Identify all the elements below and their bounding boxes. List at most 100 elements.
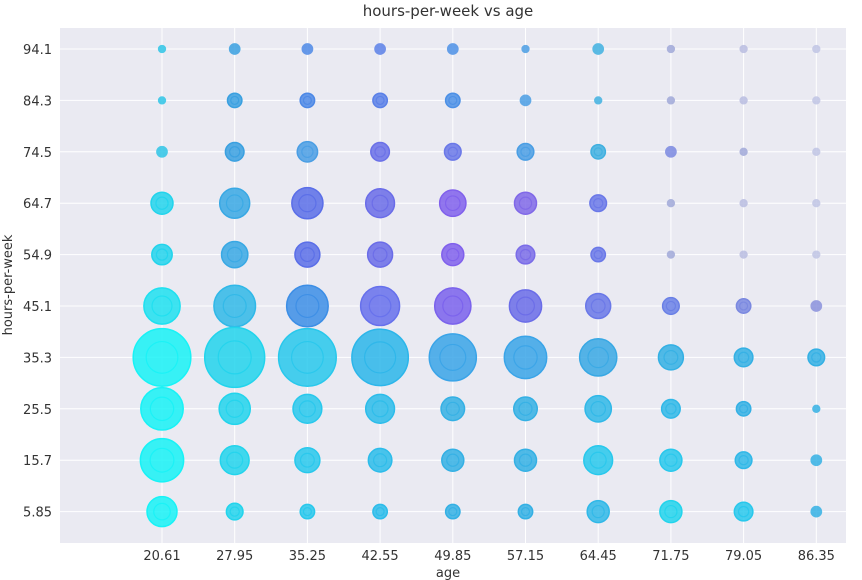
bubble-inner-ring bbox=[593, 147, 603, 157]
x-tick-label: 79.05 bbox=[725, 549, 762, 564]
bubble-inner-ring bbox=[375, 507, 385, 517]
bubble-point bbox=[370, 141, 391, 162]
bubble-point bbox=[157, 96, 167, 105]
bubbles bbox=[132, 43, 826, 528]
bubble-point bbox=[139, 437, 185, 483]
bubble-inner-ring bbox=[739, 301, 749, 311]
bubble-point bbox=[440, 396, 466, 422]
bubble-inner-ring bbox=[593, 198, 604, 209]
bubble-point bbox=[512, 396, 539, 422]
bubble-point bbox=[150, 191, 174, 215]
y-tick-label: 25.5 bbox=[23, 403, 52, 418]
bubble-point bbox=[433, 287, 472, 325]
bubble-point bbox=[213, 284, 257, 328]
bubble-inner-ring bbox=[737, 351, 750, 364]
bubble-point bbox=[589, 194, 608, 213]
bubble-point bbox=[444, 503, 461, 520]
x-tick-label: 57.15 bbox=[507, 549, 544, 564]
bubble-point bbox=[225, 502, 244, 521]
bubble-inner-ring bbox=[664, 453, 678, 467]
bubble-point bbox=[359, 285, 401, 327]
bubble-point bbox=[666, 44, 676, 54]
bubble-point bbox=[140, 386, 184, 431]
bubble-point bbox=[277, 327, 337, 387]
bubble-point bbox=[812, 250, 821, 259]
x-tick-labels: 20.61 27.95 35.25 42.55 49.85 57.15 64.45 71.75… bbox=[143, 549, 835, 564]
bubble-inner-ring bbox=[444, 195, 461, 212]
bubble-inner-ring bbox=[225, 399, 244, 418]
bubble-inner-ring bbox=[149, 396, 175, 422]
bubble-point bbox=[364, 188, 396, 219]
bubble-point bbox=[132, 327, 192, 387]
bubble-inner-ring bbox=[302, 95, 312, 105]
bubble-inner-ring bbox=[155, 248, 169, 261]
bubble-inner-ring bbox=[363, 341, 397, 374]
bubble-inner-ring bbox=[520, 507, 531, 517]
bubble-point bbox=[660, 398, 681, 419]
bubble-point bbox=[156, 145, 168, 158]
bubble-inner-ring bbox=[446, 453, 460, 467]
bubble-point bbox=[218, 392, 252, 426]
bubble-inner-ring bbox=[373, 453, 388, 468]
bubble-point bbox=[441, 448, 465, 472]
bubble-point bbox=[372, 92, 389, 109]
y-tick-label: 94.1 bbox=[23, 43, 52, 58]
bubble-point bbox=[583, 445, 614, 476]
bubble-inner-ring bbox=[298, 400, 316, 418]
bubble-inner-ring bbox=[151, 295, 173, 317]
x-tick-label: 42.55 bbox=[361, 549, 398, 564]
bubble-inner-ring bbox=[587, 346, 610, 369]
bubble-inner-ring bbox=[295, 293, 320, 319]
bubble-inner-ring bbox=[149, 447, 175, 473]
bubble-inner-ring bbox=[228, 146, 241, 158]
bubble-point bbox=[291, 186, 324, 220]
bubble-inner-ring bbox=[665, 403, 677, 415]
bubble-point bbox=[735, 400, 752, 417]
bubble-point bbox=[301, 43, 314, 55]
bubble-inner-ring bbox=[447, 146, 458, 157]
bubble-point bbox=[586, 499, 610, 524]
bubble-inner-ring bbox=[226, 246, 243, 263]
bubble-inner-ring bbox=[591, 504, 605, 519]
bubble-point bbox=[584, 394, 613, 423]
bubble-inner-ring bbox=[226, 451, 244, 469]
bubble-point bbox=[594, 96, 603, 105]
bubble-inner-ring bbox=[593, 250, 603, 260]
bubble-point bbox=[812, 44, 821, 54]
bubble-point bbox=[513, 448, 538, 472]
bubble-point bbox=[661, 296, 680, 316]
bubble-inner-ring bbox=[442, 295, 464, 317]
y-tick-label: 35.3 bbox=[23, 351, 52, 366]
bubble-point bbox=[294, 446, 321, 474]
bubble-point bbox=[366, 241, 394, 268]
bubble-inner-ring bbox=[516, 296, 535, 316]
bubble-point bbox=[657, 344, 685, 371]
bubble-inner-ring bbox=[590, 400, 607, 417]
bubble-inner-ring bbox=[518, 196, 533, 210]
bubble-inner-ring bbox=[439, 343, 467, 371]
bubble-point bbox=[218, 187, 251, 219]
bubble-point bbox=[516, 142, 535, 161]
bubble-inner-ring bbox=[446, 247, 460, 262]
bubble-point bbox=[143, 287, 181, 325]
bubble-inner-ring bbox=[811, 352, 822, 363]
bubble-point bbox=[296, 140, 319, 163]
bubble-point bbox=[444, 92, 461, 109]
bubble-point bbox=[666, 96, 676, 105]
bubble-inner-ring bbox=[222, 293, 247, 319]
bubble-point bbox=[372, 503, 389, 520]
bubble-point bbox=[219, 445, 250, 476]
bubble-point bbox=[659, 448, 683, 472]
bubble-point bbox=[446, 43, 459, 55]
bubble-point bbox=[810, 454, 823, 467]
bubble-point bbox=[157, 44, 167, 54]
y-tick-label: 45.1 bbox=[23, 300, 52, 315]
bubble-point bbox=[503, 335, 548, 380]
bubble-inner-ring bbox=[217, 340, 252, 375]
bubble-point bbox=[292, 393, 323, 424]
bubble-point bbox=[666, 199, 676, 208]
bubble-inner-ring bbox=[371, 400, 389, 418]
y-tick-label: 15.7 bbox=[23, 454, 52, 469]
bubble-point bbox=[517, 503, 534, 520]
bubble-inner-ring bbox=[665, 300, 677, 312]
